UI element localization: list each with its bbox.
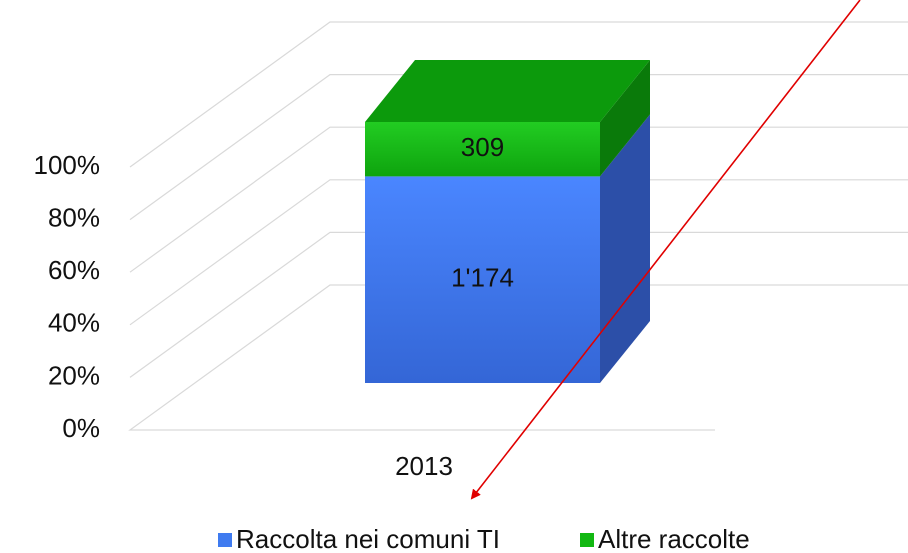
data-label: 309 [461, 132, 504, 162]
grid-line [129, 74, 908, 221]
legend-label: Altre raccolte [598, 524, 750, 553]
grid-line [129, 231, 908, 378]
bar-side [600, 60, 650, 177]
grid-line [129, 179, 908, 326]
x-tick-label: 2013 [395, 451, 453, 481]
legend-swatch [580, 533, 594, 547]
bar-top [365, 60, 650, 122]
grid-line [129, 21, 908, 168]
bar-side [600, 114, 650, 384]
y-tick-label: 80% [48, 202, 100, 232]
annotation-arrow [470, 0, 861, 500]
legend-label: Raccolta nei comuni TI [236, 524, 500, 553]
y-tick-label: 60% [48, 255, 100, 285]
data-label: 1'174 [451, 263, 514, 293]
bar-segment [365, 176, 600, 383]
bar-segment [365, 122, 600, 177]
y-tick-label: 20% [48, 360, 100, 390]
legend-swatch [218, 533, 232, 547]
y-tick-label: 40% [48, 308, 100, 338]
grid-line [129, 126, 908, 273]
y-tick-label: 100% [34, 150, 101, 180]
y-tick-label: 0% [62, 413, 100, 443]
